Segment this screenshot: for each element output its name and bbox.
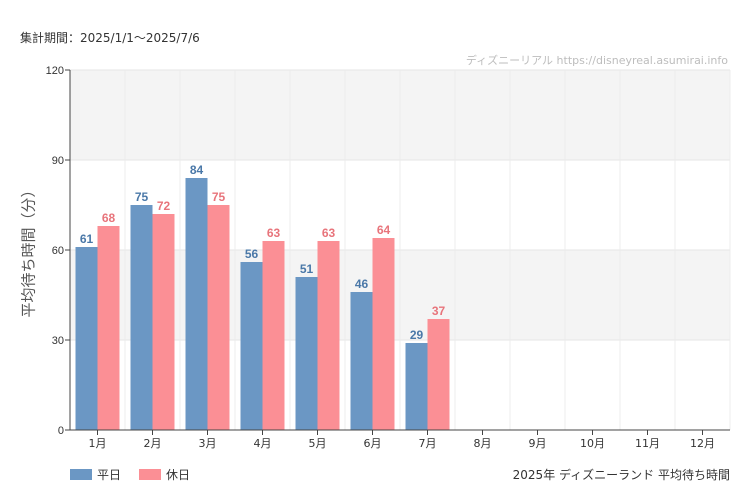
bar-holiday[interactable] <box>152 214 175 430</box>
bar-holiday[interactable] <box>372 238 395 430</box>
legend-item-weekday[interactable]: 平日 <box>70 466 121 483</box>
bar-weekday[interactable] <box>295 277 318 430</box>
chart-caption: 2025年 ディズニーランド 平均待ち時間 <box>512 468 730 482</box>
bar-holiday[interactable] <box>207 205 230 430</box>
period-label: 集計期間：2025/1/1〜2025/7/6 <box>20 31 200 45</box>
x-tick-label: 7月 <box>419 437 437 450</box>
legend: 平日 休日 <box>70 466 190 483</box>
x-tick-label: 2月 <box>144 437 162 450</box>
x-tick-label: 12月 <box>690 437 715 450</box>
x-tick-label: 11月 <box>635 437 660 450</box>
bar-holiday[interactable] <box>262 241 285 430</box>
data-label: 63 <box>267 226 281 240</box>
data-label: 72 <box>157 199 171 213</box>
legend-item-holiday[interactable]: 休日 <box>139 466 190 483</box>
data-label: 51 <box>300 262 314 276</box>
bar-weekday[interactable] <box>240 262 263 430</box>
x-tick-label: 6月 <box>364 437 382 450</box>
legend-swatch-weekday <box>70 469 92 480</box>
data-label: 56 <box>245 247 259 261</box>
x-tick-label: 10月 <box>580 437 605 450</box>
legend-label-holiday: 休日 <box>166 468 191 482</box>
watermark: ディズニーリアル https://disneyreal.asumirai.inf… <box>465 54 728 67</box>
bar-holiday[interactable] <box>427 319 450 430</box>
data-label: 75 <box>212 190 226 204</box>
x-tick-label: 3月 <box>199 437 217 450</box>
x-tick-label: 1月 <box>89 437 107 450</box>
y-tick-label: 30 <box>52 335 64 347</box>
legend-label-weekday: 平日 <box>97 468 122 482</box>
bar-weekday[interactable] <box>350 292 373 430</box>
y-tick-label: 0 <box>58 425 64 437</box>
x-tick-label: 8月 <box>474 437 492 450</box>
bar-holiday[interactable] <box>97 226 120 430</box>
bar-holiday[interactable] <box>317 241 340 430</box>
bar-weekday[interactable] <box>405 343 428 430</box>
data-label: 64 <box>377 223 391 237</box>
data-label: 63 <box>322 226 336 240</box>
bar-weekday[interactable] <box>130 205 153 430</box>
y-tick-label: 120 <box>46 65 64 77</box>
legend-swatch-holiday <box>139 469 162 480</box>
data-label: 84 <box>190 163 204 177</box>
x-tick-label: 5月 <box>309 437 327 450</box>
data-label: 61 <box>80 232 94 246</box>
data-label: 46 <box>355 277 369 291</box>
x-tick-label: 9月 <box>529 437 547 450</box>
y-tick-label: 60 <box>52 245 64 257</box>
data-label: 68 <box>102 211 116 225</box>
data-label: 75 <box>135 190 149 204</box>
bar-weekday[interactable] <box>185 178 208 430</box>
data-label: 37 <box>432 304 446 318</box>
data-label: 29 <box>410 328 424 342</box>
x-tick-label: 4月 <box>254 437 272 450</box>
y-tick-label: 90 <box>52 155 64 167</box>
bar-weekday[interactable] <box>75 247 98 430</box>
